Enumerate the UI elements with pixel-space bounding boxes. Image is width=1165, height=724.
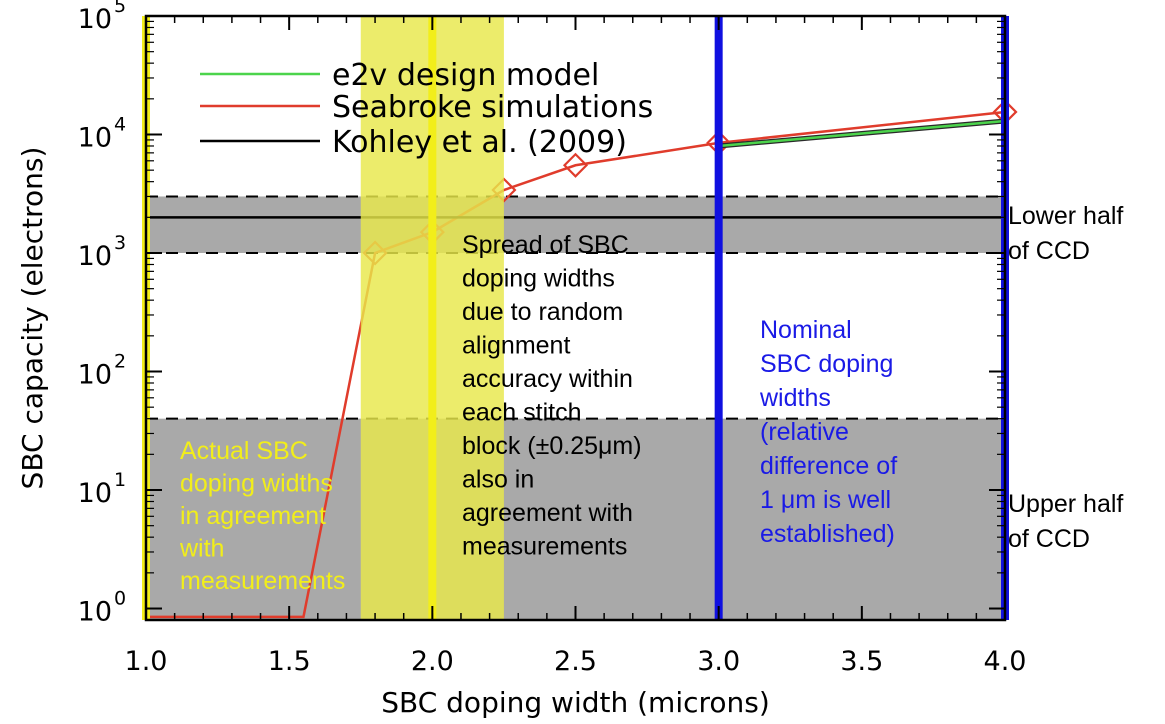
x-axis-title: SBC doping width (microns) xyxy=(381,686,770,719)
diamond-marker-5 xyxy=(562,152,589,178)
x-tick-label: 3.5 xyxy=(840,646,883,677)
y-tick-exponent: 2 xyxy=(114,351,126,373)
nominal-annotation-line: Nominal xyxy=(760,316,852,344)
y-tick-exponent: 5 xyxy=(114,0,126,17)
x-tick-label: 2.0 xyxy=(411,646,454,677)
legend-label-1: Seabroke simulations xyxy=(332,90,653,125)
actual-sbc-annotation: Actual SBC doping widths in agreement with m… xyxy=(179,437,345,595)
lower-half-label-line: Lower half xyxy=(1008,202,1123,230)
spread-annotation-line: measurements xyxy=(462,533,627,561)
y-tick-exponent: 1 xyxy=(114,469,126,491)
spread-annotation-line: accuracy within xyxy=(462,365,633,393)
spread-annotation-line: doping widths xyxy=(462,265,615,293)
reference-lines-layer xyxy=(146,195,1005,420)
nominal-annotation: Nominal SBC doping widths (relative differen… xyxy=(759,316,897,548)
y-tick-label: 10 xyxy=(78,360,112,391)
y-tick-label: 10 xyxy=(78,123,112,154)
y-axis-title: SBC capacity (electrons) xyxy=(16,147,49,490)
lower-half-label: Lower half of CCD xyxy=(1008,202,1123,265)
vertical-line-3 xyxy=(714,16,723,620)
legend-label-0: e2v design model xyxy=(332,58,599,93)
actual-sbc-annotation-line: Actual SBC xyxy=(180,437,308,465)
actual-sbc-annotation-line: measurements xyxy=(180,567,345,595)
spread-annotation-line: Spread of SBC xyxy=(462,231,629,259)
nominal-annotation-line: difference of xyxy=(760,452,897,480)
nominal-annotation-line: 1 μm is well xyxy=(760,486,891,514)
upper-half-label-line: of CCD xyxy=(1008,525,1090,553)
lower-half-label-line: of CCD xyxy=(1008,237,1090,265)
y-tick-label: 10 xyxy=(78,241,112,272)
vertical-line-2 xyxy=(428,16,437,620)
x-tick-label: 3.0 xyxy=(697,646,740,677)
nominal-annotation-line: (relative xyxy=(760,418,849,446)
upper-half-label-line: Upper half xyxy=(1008,490,1123,518)
y-tick-exponent: 4 xyxy=(114,114,126,136)
x-tick-label: 1.0 xyxy=(125,646,168,677)
legend-label-2: Kohley et al. (2009) xyxy=(332,125,627,160)
grey-band-1 xyxy=(146,418,1005,620)
actual-sbc-annotation-line: doping widths xyxy=(180,470,333,498)
nominal-annotation-line: SBC doping xyxy=(760,350,893,378)
spread-annotation-line: block (±0.25μm) xyxy=(462,432,642,460)
actual-sbc-annotation-line: in agreement xyxy=(180,502,326,530)
y-tick-label: 10 xyxy=(78,4,112,35)
spread-annotation-line: agreement with xyxy=(462,499,633,527)
e2v-line xyxy=(718,119,1006,148)
actual-sbc-annotation-line: with xyxy=(179,535,224,563)
x-tick-label: 4.0 xyxy=(984,646,1027,677)
spread-annotation-line: due to random xyxy=(462,298,623,326)
y-tick-exponent: 0 xyxy=(114,588,126,610)
y-tick-label: 10 xyxy=(78,597,112,628)
spread-annotation-line: also in xyxy=(462,466,534,494)
spread-annotation: Spread of SBC doping widths due to random a… xyxy=(462,231,642,561)
nominal-annotation-line: widths xyxy=(759,384,831,412)
spread-annotation-line: alignment xyxy=(462,332,570,360)
x-tick-label: 2.5 xyxy=(554,646,597,677)
nominal-annotation-line: established) xyxy=(760,520,895,548)
x-tick-label: 1.5 xyxy=(268,646,311,677)
y-tick-label: 10 xyxy=(78,478,112,509)
bands-layer xyxy=(146,196,1005,620)
y-tick-exponent: 3 xyxy=(114,232,126,254)
spread-annotation-line: each stitch xyxy=(462,399,582,427)
grey-band-0 xyxy=(146,196,1005,254)
annotations-layer: Actual SBC doping widths in agreement with m… xyxy=(179,202,1123,595)
upper-half-label: Upper half of CCD xyxy=(1008,490,1123,553)
